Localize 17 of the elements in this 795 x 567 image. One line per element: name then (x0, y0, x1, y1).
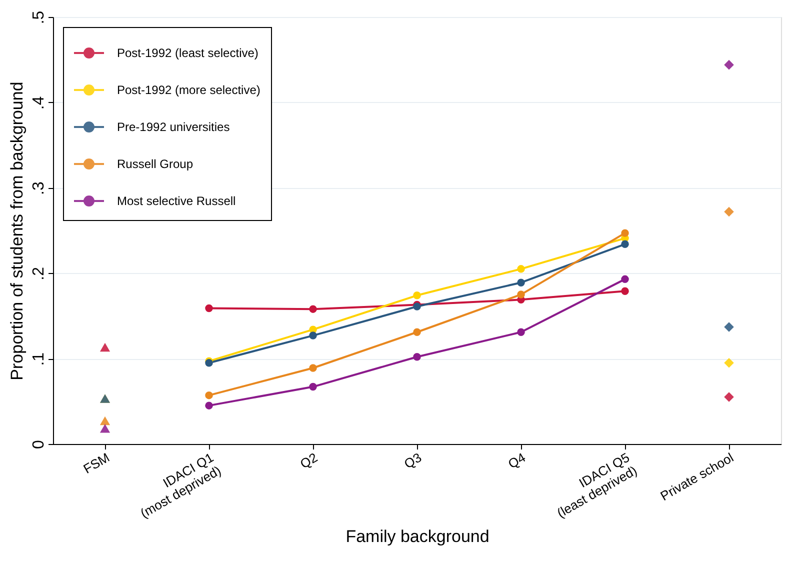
y-tick-label: .3 (30, 182, 48, 195)
y-tick-label: .1 (30, 352, 48, 366)
y-axis-title: Proportion of students from background (8, 82, 26, 380)
x-tick-label: Q3 (401, 450, 424, 472)
y-tick-label: .4 (30, 96, 48, 110)
x-tick-label: Q4 (505, 450, 528, 472)
legend-label: Post-1992 (least selective) (117, 46, 258, 60)
legend-label: Pre-1992 universities (117, 120, 230, 134)
legend-label: Russell Group (117, 157, 194, 171)
y-tick-label: 0 (30, 440, 48, 449)
y-tick-label: .5 (30, 10, 48, 24)
legend-label: Post-1992 (more selective) (117, 83, 260, 97)
x-tick-label: Q2 (297, 450, 320, 472)
legend-label: Most selective Russell (117, 194, 236, 208)
x-tick-label: FSM (80, 450, 112, 476)
x-axis-title: Family background (346, 526, 490, 546)
y-tick-label: .2 (30, 266, 48, 280)
